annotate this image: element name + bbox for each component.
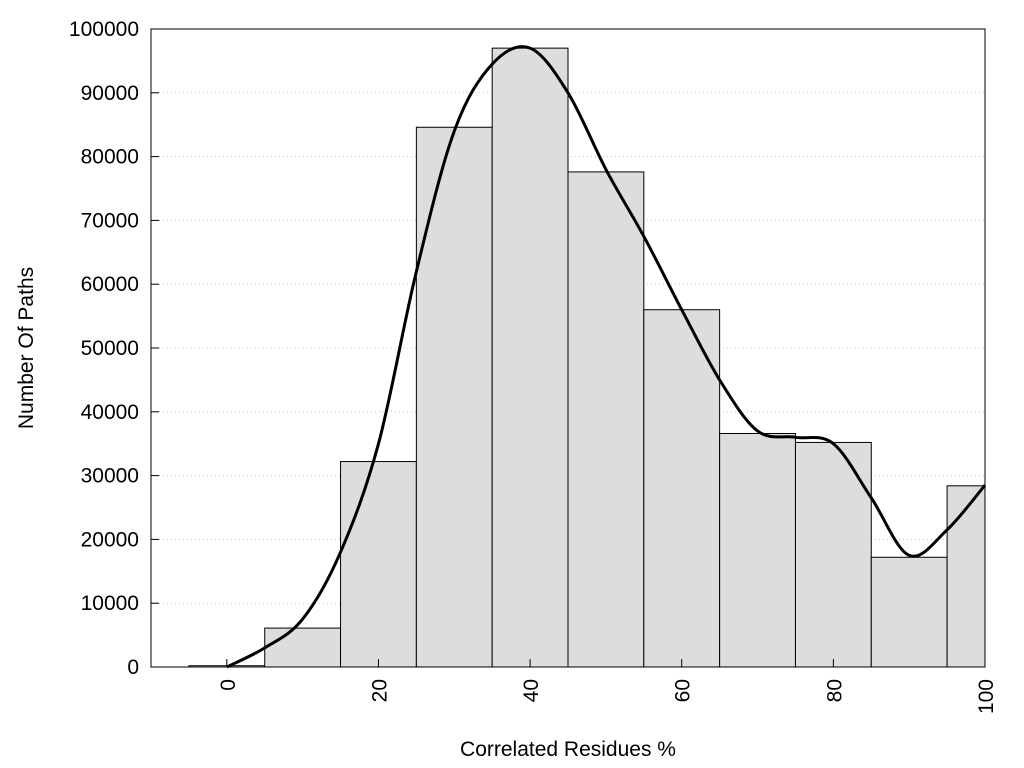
y-tick-label: 80000 — [81, 146, 139, 169]
x-tick-label: 0 — [217, 679, 240, 691]
x-tick-label: 100 — [975, 679, 998, 714]
histogram-bar — [491, 47, 569, 668]
density-curve — [226, 45, 987, 669]
y-tick-label: 20000 — [81, 528, 139, 551]
histogram-bar — [567, 171, 645, 668]
y-tick-label: 90000 — [81, 82, 139, 105]
x-tick-label: 60 — [672, 679, 695, 702]
histogram-bar — [340, 461, 417, 668]
histogram-bar — [719, 432, 796, 668]
y-tick-label: 0 — [127, 656, 139, 679]
y-tick-label: 10000 — [81, 592, 139, 615]
x-axis-ticks: 0 20 40 60 80 100 — [217, 659, 998, 714]
density-curve-layer — [226, 45, 987, 669]
y-tick-label: 100000 — [69, 18, 139, 41]
x-axis-label: Correlated Residues % — [460, 738, 676, 761]
histogram-bar — [264, 627, 342, 668]
x-tick-label: 80 — [823, 679, 846, 702]
histogram-bar — [415, 126, 493, 668]
y-tick-label: 40000 — [81, 401, 139, 424]
y-tick-label: 60000 — [81, 273, 139, 296]
x-tick-label: 20 — [368, 679, 391, 702]
y-tick-label: 70000 — [81, 209, 139, 232]
y-tick-label: 50000 — [81, 337, 139, 360]
x-tick-label: 40 — [520, 679, 543, 702]
histogram-bar — [643, 309, 721, 668]
histogram-bar — [794, 441, 872, 668]
histogram-bars — [188, 47, 986, 668]
histogram-bar — [946, 485, 986, 668]
y-axis-label: Number Of Paths — [15, 267, 38, 429]
histogram-bar — [870, 556, 948, 668]
y-tick-label: 30000 — [81, 465, 139, 488]
y-axis-ticks: 0 10000 20000 30000 40000 50000 60000 70000 8000… — [69, 18, 159, 679]
